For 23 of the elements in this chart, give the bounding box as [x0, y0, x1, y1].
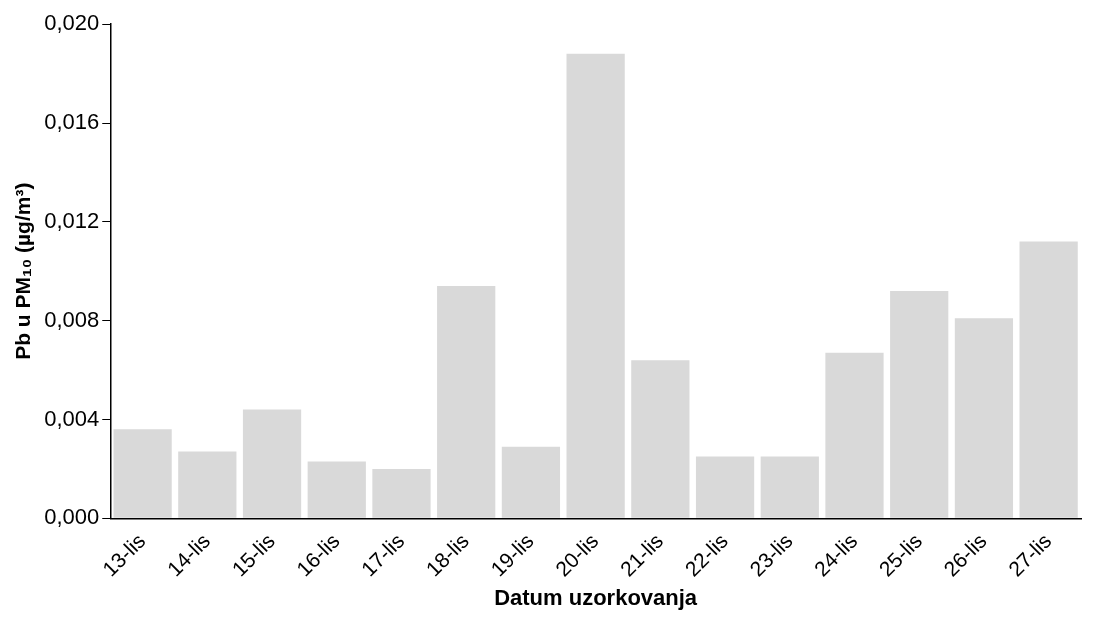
bar — [825, 352, 884, 518]
bar — [178, 451, 237, 518]
bar — [890, 291, 949, 518]
bar — [1019, 241, 1078, 518]
y-tick-label: 0,016 — [44, 109, 100, 135]
bar — [760, 456, 819, 518]
y-tick-label: 0,012 — [44, 207, 100, 233]
bar — [113, 429, 172, 518]
y-tick-label: 0,008 — [44, 306, 100, 332]
bar — [695, 456, 755, 518]
bar — [307, 461, 366, 518]
bar — [501, 446, 561, 518]
bar — [242, 409, 302, 518]
y-tick-label: 0,020 — [44, 10, 100, 36]
y-tick-label: 0,004 — [44, 405, 100, 431]
y-tick-label: 0,000 — [44, 504, 100, 530]
bar — [566, 53, 625, 518]
bar — [437, 286, 496, 518]
y-axis-title: Pb u PM₁₀ (µg/m³) — [11, 182, 35, 360]
x-axis-title: Datum uzorkovanja — [494, 584, 698, 610]
bar — [631, 360, 690, 518]
bar — [954, 318, 1014, 518]
bar — [372, 468, 431, 518]
